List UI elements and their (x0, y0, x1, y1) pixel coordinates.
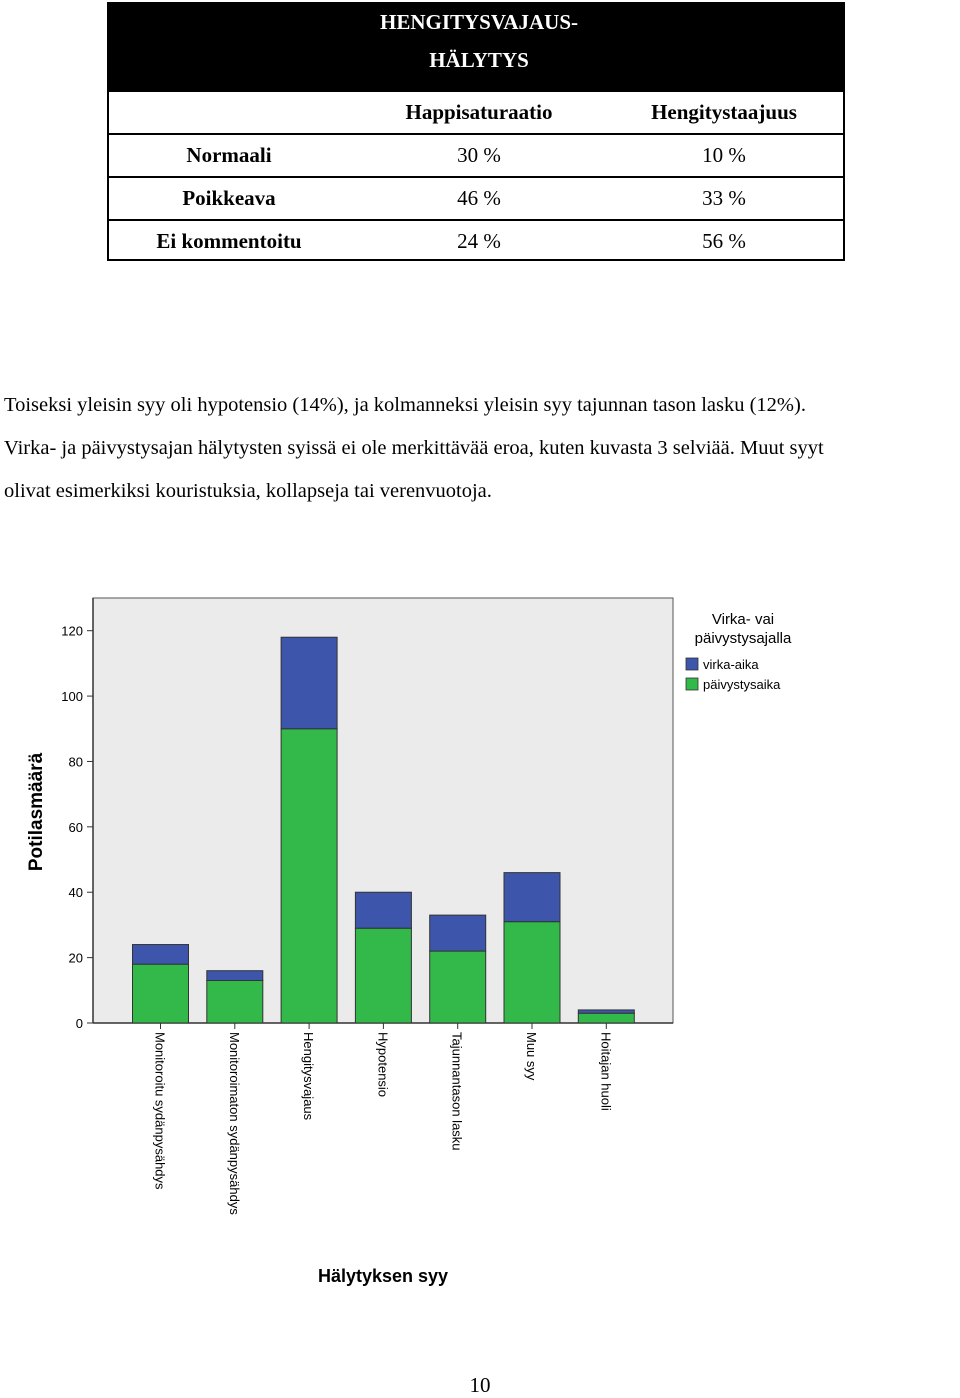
table-title-line2: HÄLYTYS (429, 48, 529, 72)
column-header-saturation: Happisaturaatio (405, 100, 553, 124)
row-label: Poikkeava (182, 186, 276, 210)
y-tick-label: 40 (69, 885, 83, 900)
bar-paivystysaika (354, 927, 412, 1024)
x-category-label: Hoitajan huoli (598, 1032, 613, 1111)
legend-title-line1: Virka- vai (712, 611, 774, 628)
alarm-table: HENGITYSVAJAUS- HÄLYTYS Happisaturaatio … (107, 2, 845, 261)
x-category-label: Hengitysvajaus (301, 1032, 316, 1121)
y-axis-title: Potilasmäärä (26, 752, 47, 871)
stacked-bar-chart: 0 20 40 60 80 100 120 Monitoroitu sydänpysähdy… (26, 597, 792, 1286)
table-header: HENGITYSVAJAUS- HÄLYTYS (109, 4, 843, 90)
y-tick-label: 60 (69, 820, 83, 835)
bar-paivystysaika (206, 980, 264, 1024)
table-row: Poikkeava 46 % 33 % (109, 176, 843, 219)
bar-virka-aika (206, 970, 264, 982)
y-tick-label: 0 (76, 1016, 83, 1031)
x-category-label: Monitoroimaton sydänpysähdys (227, 1032, 242, 1215)
paragraph-line: olivat esimerkiksi kouristuksia, kollaps… (4, 480, 492, 502)
bar-paivystysaika (280, 728, 338, 1024)
bar-paivystysaika (577, 1012, 635, 1024)
table-row: Normaali 30 % 10 % (109, 133, 843, 176)
chart-legend: Virka- vai päivystysajalla virka-aika pä… (685, 611, 792, 692)
frequency-value: 56 % (702, 229, 746, 253)
x-axis-title: Hälytyksen syy (318, 1266, 448, 1286)
y-tick-label: 120 (61, 624, 83, 639)
saturation-value: 46 % (457, 186, 501, 210)
paragraph-line: Virka- ja päivystysajan hälytysten syiss… (4, 437, 824, 459)
bar-virka-aika (132, 944, 189, 965)
saturation-value: 24 % (457, 229, 501, 253)
y-tick-label: 20 (69, 951, 83, 966)
saturation-value: 30 % (457, 143, 501, 167)
table-row: Ei kommentoitu 24 % 56 % (109, 219, 843, 262)
y-tick-label: 80 (69, 754, 83, 769)
x-category-label: Muu syy (524, 1032, 539, 1081)
bar-paivystysaika (503, 921, 561, 1024)
bar-virka-aika (577, 1009, 635, 1014)
column-header-row: Happisaturaatio Hengitystaajuus (109, 90, 843, 133)
y-tick-label: 100 (61, 689, 83, 704)
bar-virka-aika (354, 891, 412, 929)
page-number: 10 (469, 1373, 491, 1397)
legend-swatch-paivystysaika (685, 677, 699, 691)
frequency-value: 10 % (702, 143, 746, 167)
x-category-label: Hypotensio (375, 1032, 390, 1097)
bar-virka-aika (503, 872, 561, 923)
legend-swatch-virka-aika (685, 657, 699, 671)
column-header-frequency: Hengitystaajuus (651, 100, 797, 124)
x-category-label: Tajunnantason lasku (450, 1032, 465, 1151)
x-category-label: Monitoroitu sydänpysähdys (153, 1032, 168, 1190)
row-label: Normaali (186, 143, 272, 167)
body-paragraph: Toiseksi yleisin syy oli hypotensio (14%… (4, 384, 960, 513)
row-label: Ei kommentoitu (156, 229, 302, 253)
paragraph-line: Toiseksi yleisin syy oli hypotensio (14%… (4, 394, 806, 416)
table-title-line1: HENGITYSVAJAUS- (380, 10, 578, 34)
legend-label-virka-aika: virka-aika (703, 657, 759, 672)
legend-label-paivystysaika: päivystysaika (703, 677, 781, 692)
legend-title-line2: päivystysajalla (695, 630, 792, 647)
bar-paivystysaika (429, 950, 487, 1024)
bar-virka-aika (280, 636, 338, 730)
frequency-value: 33 % (702, 186, 746, 210)
bar-paivystysaika (132, 963, 189, 1024)
bar-virka-aika (429, 914, 487, 952)
